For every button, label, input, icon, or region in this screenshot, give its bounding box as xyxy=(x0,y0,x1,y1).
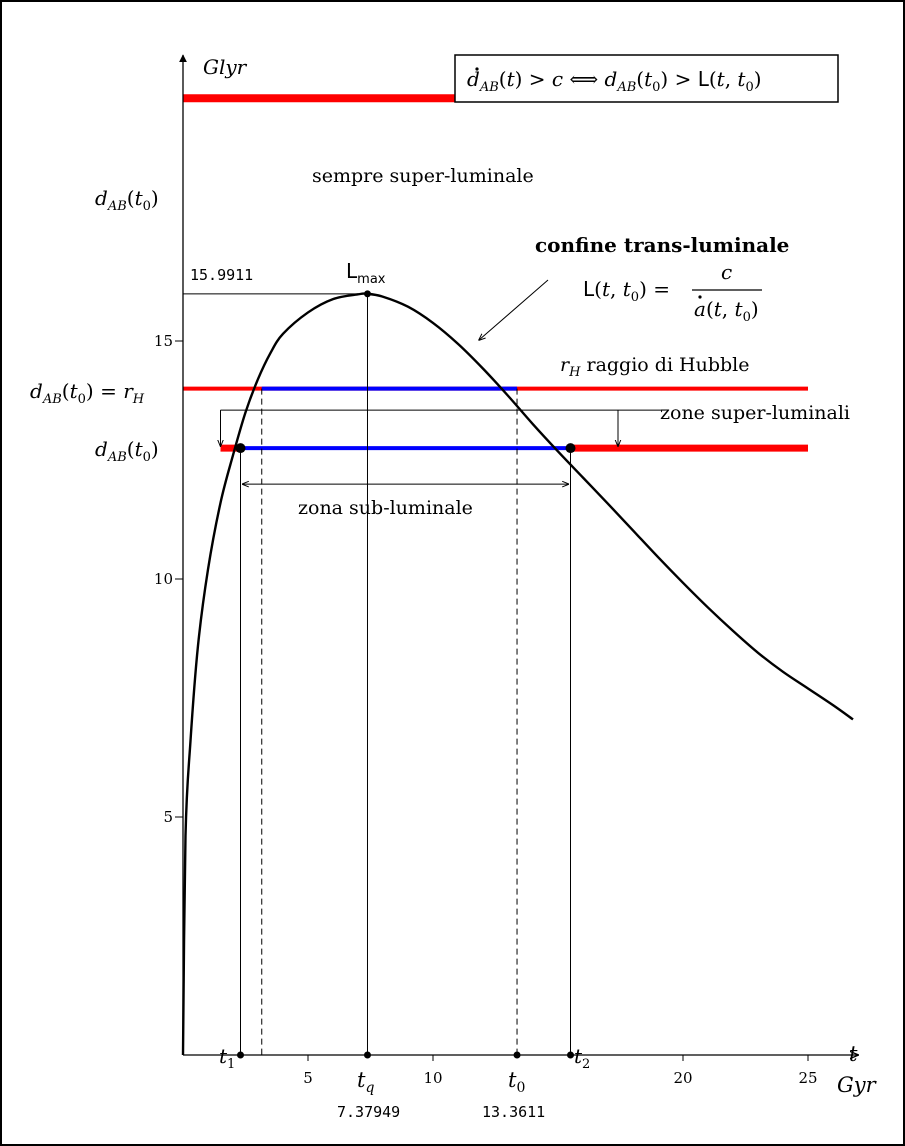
level-label-low: dAB(t0) xyxy=(95,437,159,465)
tq-label: tq xyxy=(357,1068,374,1096)
t1-label: t1 xyxy=(219,1044,235,1072)
y-tick-label-15: 15 xyxy=(154,332,173,350)
point-layer xyxy=(235,290,576,1059)
y-tick-label-5: 5 xyxy=(163,808,173,826)
point-lmax xyxy=(363,290,371,298)
x-tick-label-10: 10 xyxy=(423,1069,442,1087)
point-axis-tq xyxy=(363,1051,371,1059)
hubble-suffix: raggio di Hubble xyxy=(586,354,749,376)
equivalence-box xyxy=(454,54,839,103)
y-tick-label-10: 10 xyxy=(154,570,173,588)
curve-layer xyxy=(181,292,854,1056)
x-tick-label-20: 20 xyxy=(673,1069,692,1087)
point-axis-t0 xyxy=(513,1051,521,1059)
level-label-top: dAB(t0) xyxy=(95,186,159,214)
equivalence-formula: dAB(t) > c ⟺ dAB(t0) > L(t, t0) xyxy=(467,67,762,95)
label-sub-zone: zona sub-luminale xyxy=(298,497,473,519)
t0-value-label: 13.3611 xyxy=(482,1103,545,1121)
boundary-formula: L(t, t0) = xyxy=(583,277,670,305)
label-boundary-title: confine trans-luminale xyxy=(535,233,789,257)
x-tick-label-25: 25 xyxy=(798,1069,817,1087)
lmax-value-label: 15.9911 xyxy=(190,266,253,284)
point-axis-t2 xyxy=(567,1051,574,1059)
point-t2-intersection xyxy=(565,443,576,454)
t2-label: t2 xyxy=(574,1044,590,1072)
equivalence-dot xyxy=(475,67,479,71)
label-hubble-radius: rH raggio di Hubble xyxy=(560,354,750,380)
boundary-pointer-arrow xyxy=(479,279,549,340)
guide-layer xyxy=(183,293,666,1055)
x-axis-symbol: t xyxy=(849,1042,858,1066)
boundary-denominator: a(t, t0) xyxy=(694,297,759,325)
denominator-dot xyxy=(698,295,702,299)
label-super-zones: zone super-luminali xyxy=(660,402,850,424)
x-axis-unit-label: Gyr xyxy=(837,1073,878,1097)
point-axis-t1 xyxy=(237,1051,244,1059)
lmax-letter: L xyxy=(346,259,358,283)
tq-value-label: 7.37949 xyxy=(337,1103,400,1121)
curve-trans-luminal-boundary xyxy=(181,292,854,1056)
level-label-hubble: dAB(t0) = rH xyxy=(30,379,145,407)
y-axis-label: Glyr xyxy=(203,55,248,79)
lmax-label: Lmax xyxy=(346,259,386,287)
lmax-subscript: max xyxy=(357,272,386,287)
boundary-numerator: c xyxy=(721,260,732,284)
label-always-superluminal: sempre super-luminale xyxy=(312,165,534,187)
axes-layer: 5 10 20 25 5 10 15 xyxy=(154,54,858,1087)
x-tick-label-5: 5 xyxy=(303,1069,313,1087)
t0-label: t0 xyxy=(508,1068,525,1096)
band-layer xyxy=(183,94,808,452)
point-t1-intersection xyxy=(235,443,246,454)
